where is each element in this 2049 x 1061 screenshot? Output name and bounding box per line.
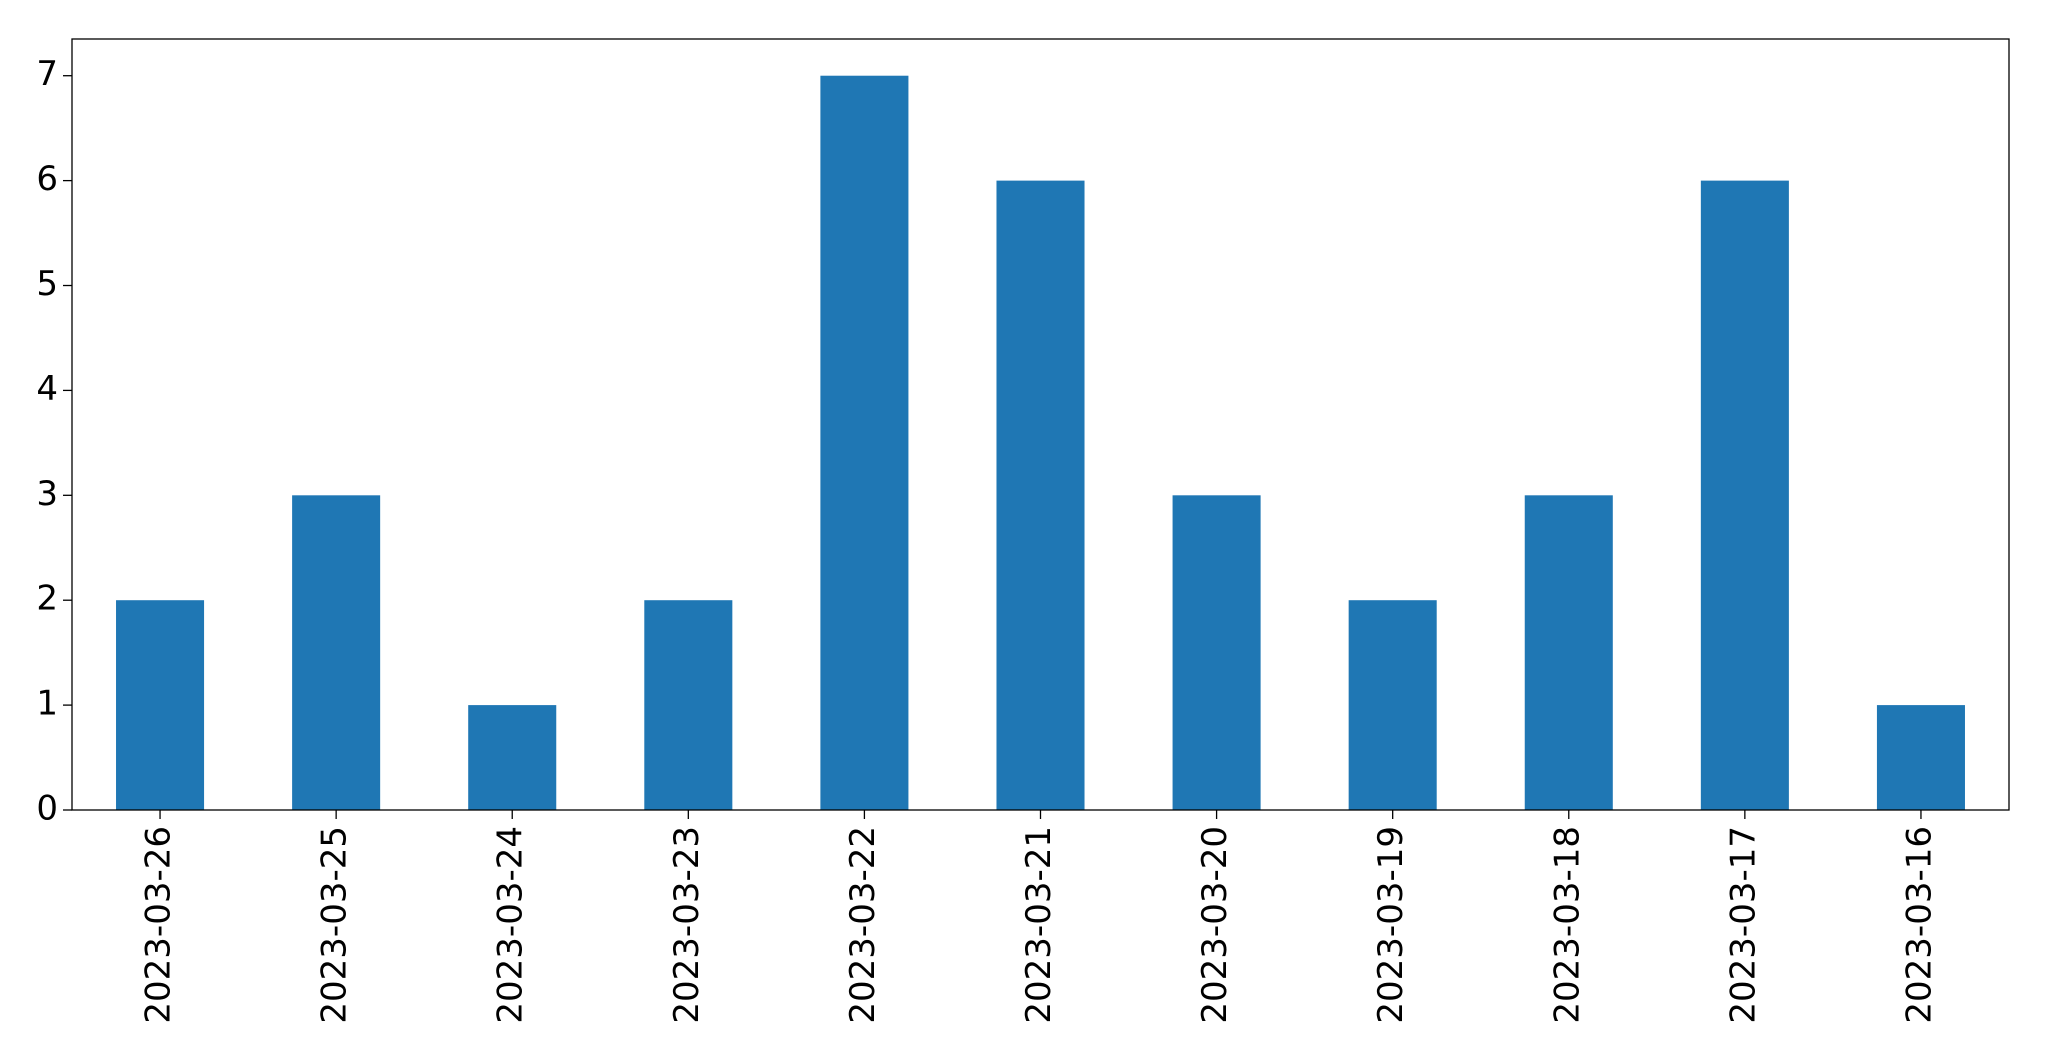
y-tick-label: 3 (36, 474, 58, 514)
y-tick-label: 7 (36, 54, 58, 94)
x-tick-label: 2023-03-21 (1019, 826, 1059, 1024)
plot-frame (71, 38, 2010, 811)
x-tick-label: 2023-03-23 (667, 826, 707, 1024)
bar (1348, 600, 1437, 810)
bar (996, 180, 1085, 810)
x-tick-label: 2023-03-22 (843, 826, 883, 1024)
bar (292, 495, 381, 810)
y-tick-label: 4 (36, 369, 58, 409)
bar (644, 600, 733, 810)
y-tick-label: 5 (36, 264, 58, 304)
x-tick-label: 2023-03-25 (315, 826, 355, 1024)
y-tick-label: 0 (36, 789, 58, 829)
bar (468, 705, 557, 810)
x-tick-label: 2023-03-26 (139, 826, 179, 1024)
x-tick-label: 2023-03-24 (491, 826, 531, 1024)
x-tick-label: 2023-03-18 (1547, 826, 1587, 1024)
x-tick-label: 2023-03-19 (1371, 826, 1411, 1024)
x-tick-label: 2023-03-17 (1723, 826, 1763, 1024)
x-tick-label: 2023-03-16 (1899, 826, 1939, 1024)
bar (116, 600, 205, 810)
bar (820, 75, 909, 810)
bar (1524, 495, 1613, 810)
y-tick-label: 6 (36, 159, 58, 199)
bar (1700, 180, 1789, 810)
bar (1876, 705, 1965, 810)
x-tick-label: 2023-03-20 (1195, 826, 1235, 1024)
y-tick-label: 1 (36, 684, 58, 724)
y-tick-label: 2 (36, 579, 58, 619)
bar (1172, 495, 1261, 810)
